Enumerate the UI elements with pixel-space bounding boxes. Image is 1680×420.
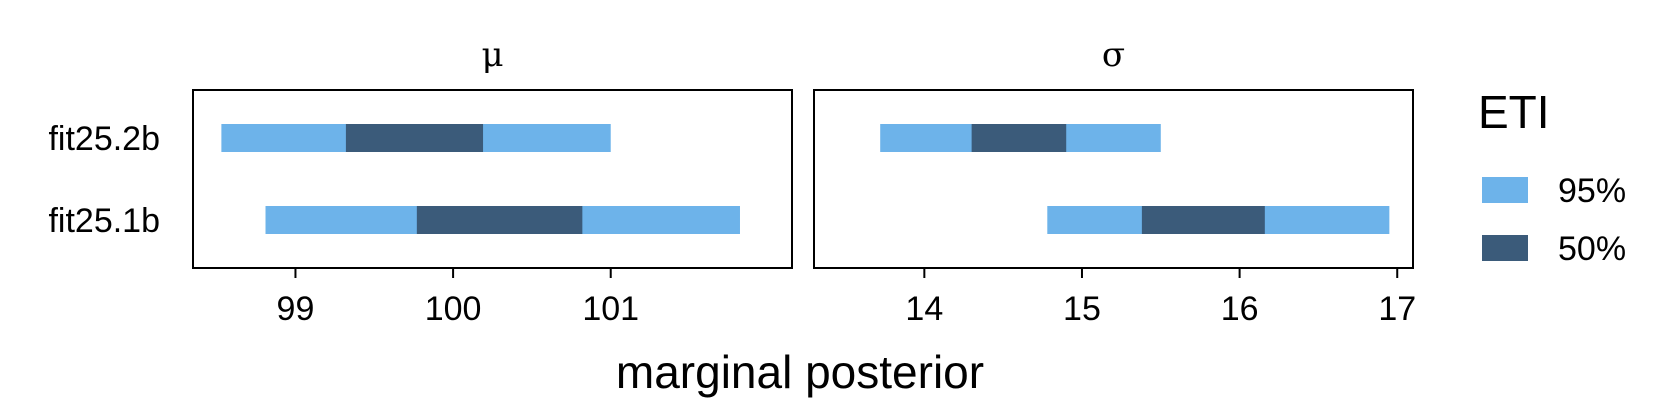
row-label: fit25.1b [48,202,160,240]
row-label: fit25.2b [48,120,160,158]
panel-title: σ [1102,35,1125,75]
interval-50-bar [345,124,484,152]
interval-50-bar [416,206,583,234]
x-tick-label: 14 [905,290,943,328]
panel-title: μ [481,35,503,75]
legend-label: 95% [1558,172,1626,210]
legend-title: ETI [1478,86,1550,138]
x-tick-label: 15 [1063,290,1101,328]
panel-frame [813,89,1414,269]
panel-frame [192,89,793,269]
legend: ETI 95% 50% [1478,86,1626,268]
x-tick-label: 100 [425,290,482,328]
interval-50-bar [1141,206,1265,234]
legend-items: 95% 50% [1482,172,1626,268]
panel-0: μ 99 100 101 [192,35,793,328]
row-labels: fit25.2b fit25.1b [48,120,160,240]
panels: μ 99 100 101 σ 14 15 16 17 [192,35,1416,328]
legend-swatch [1482,235,1528,261]
x-axis-title: marginal posterior [616,346,984,398]
x-tick-label: 99 [277,290,315,328]
x-tick-label: 16 [1221,290,1259,328]
legend-swatch [1482,177,1528,203]
x-tick-label: 101 [582,290,639,328]
legend-label: 50% [1558,230,1626,268]
interval-50-bar [971,124,1067,152]
panel-1: σ 14 15 16 17 [813,35,1416,328]
x-tick-label: 17 [1378,290,1416,328]
